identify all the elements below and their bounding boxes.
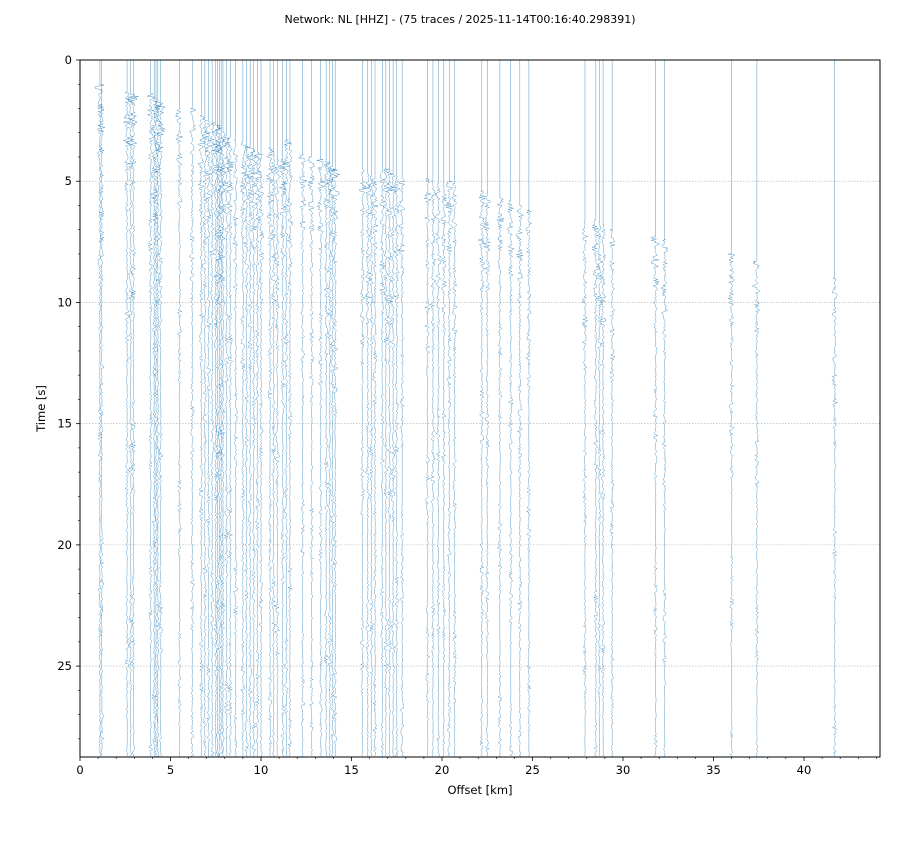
seismic-trace [146,60,156,757]
seismic-trace [197,60,206,757]
seismic-trace [525,60,533,757]
x-tick-label: 35 [706,763,721,777]
seismic-trace [367,60,375,757]
seismic-trace [751,60,761,757]
seismic-trace [129,60,139,757]
seismic-trace [370,60,379,757]
seismic-trace [389,60,398,757]
x-axis: 0 5 10 15 20 25 30 35 40 [76,757,877,777]
seismic-trace [257,60,265,757]
seismic-trace [214,60,223,757]
x-tick-label: 20 [435,763,450,777]
x-axis-label: Offset [km] [447,783,512,797]
x-tick-label: 15 [344,763,359,777]
seismic-trace [97,60,106,757]
seismic-trace [393,60,401,757]
seismic-trace [326,60,336,757]
seismic-trace [232,60,239,757]
seismic-trace [445,60,454,757]
y-axis: 0 5 10 15 20 25 [57,53,80,740]
seismic-trace [150,60,158,757]
seismic-trace [609,60,616,757]
seismic-trace [316,60,325,757]
seismic-trace [383,60,390,757]
x-tick-label: 30 [616,763,631,777]
seismic-trace [483,60,492,757]
y-tick-label: 25 [57,659,72,673]
seismic-trace [282,60,292,757]
seismic-trace [331,60,340,757]
seismic-trace [478,60,486,757]
seismic-trace [279,60,287,757]
seismic-trace [174,60,184,757]
y-tick-label: 20 [57,538,72,552]
chart-title: Network: NL [HHZ] - (75 traces / 2025-11… [284,13,636,26]
seismic-trace [223,60,231,757]
y-tick-label: 5 [65,174,72,188]
seismic-trace [213,60,222,757]
seismic-trace [506,60,515,757]
seismic-trace [661,60,669,757]
seismic-trace [242,60,250,757]
seismic-trace [156,60,166,757]
y-tick-label: 0 [65,53,72,67]
y-tick-label: 15 [57,417,72,431]
seismic-trace [434,60,442,757]
seismic-trace [307,60,316,757]
x-tick-label: 0 [76,763,83,777]
seismic-trace [122,60,132,756]
seismic-trace [831,60,839,757]
seismic-trace [423,60,432,756]
seismic-trace [270,60,278,757]
seismic-trace [219,60,227,757]
seismic-trace [727,60,736,758]
seismic-trace [364,60,372,757]
seismic-trace [297,60,308,757]
y-tick-label: 10 [57,295,72,309]
seismic-trace [496,60,505,757]
seismic-trace [429,60,437,757]
seismic-trace [385,60,393,757]
seismic-trace [325,60,334,757]
x-tick-label: 5 [167,763,174,777]
seismic-trace [379,60,387,757]
seismic-trace [245,60,256,757]
seismic-trace [321,60,331,757]
seismic-trace [581,60,589,757]
x-tick-label: 40 [797,763,812,777]
seismic-trace [225,60,234,757]
seismic-trace [94,60,105,757]
seismic-trace [265,60,275,757]
seismic-trace [202,60,209,757]
seismic-trace [204,60,213,757]
seismic-traces [94,60,839,758]
seismic-trace [208,60,216,757]
seismic-trace [211,60,222,757]
seismic-trace [515,60,524,757]
seismic-trace [358,60,367,757]
x-tick-label: 10 [254,763,269,777]
seismic-trace [440,60,448,757]
seismic-trace [126,60,135,757]
seismic-trace [591,60,600,757]
seismic-trace [189,60,197,757]
plot-frame [79,59,881,758]
seismic-trace [253,60,262,757]
seismic-trace [450,60,458,757]
x-tick-label: 25 [525,763,540,777]
seismic-trace [154,60,164,758]
seismic-trace [152,60,160,757]
y-axis-label: Time [s] [34,385,48,433]
seismic-trace [596,60,604,756]
seismic-trace [250,60,258,757]
seismic-trace [398,60,406,757]
seismic-trace [274,60,281,756]
seismic-trace [286,60,294,757]
seismic-trace [599,60,607,757]
seismic-trace [650,60,661,757]
